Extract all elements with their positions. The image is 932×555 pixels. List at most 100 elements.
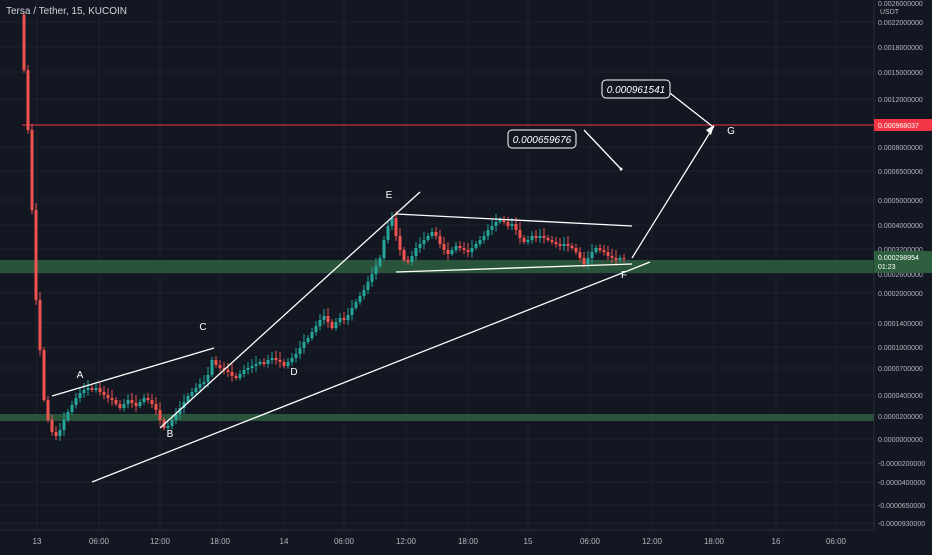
candle-body bbox=[546, 238, 550, 240]
candle-body bbox=[210, 360, 214, 375]
candle-body bbox=[510, 224, 514, 226]
price-tick: 0.0002600000 bbox=[878, 272, 923, 279]
trendline bbox=[51, 347, 215, 397]
candle-body bbox=[158, 410, 162, 420]
candle-body bbox=[486, 230, 490, 236]
candle-body bbox=[38, 300, 42, 350]
time-tick: 14 bbox=[280, 537, 289, 546]
price-tick: 0.0006500000 bbox=[878, 169, 923, 176]
candle-body bbox=[550, 240, 554, 242]
price-unit: USDT bbox=[880, 9, 900, 16]
price-tick: -0.0000400000 bbox=[878, 480, 925, 487]
trendline bbox=[395, 213, 633, 227]
candle-body bbox=[130, 400, 134, 403]
candle-body bbox=[590, 252, 594, 258]
price-tick: 0.0018000000 bbox=[878, 45, 923, 52]
candle-body bbox=[254, 364, 258, 366]
price-tick: 0.0015000000 bbox=[878, 70, 923, 77]
candle-body bbox=[262, 362, 266, 364]
candle-body bbox=[414, 248, 418, 256]
candle-body bbox=[410, 256, 414, 262]
candle-body bbox=[470, 248, 474, 252]
candle-body bbox=[150, 400, 154, 404]
candle-body bbox=[498, 220, 502, 222]
candle-body bbox=[422, 240, 426, 244]
candle-body bbox=[318, 320, 322, 326]
callout-2-box bbox=[507, 129, 577, 149]
candle-body bbox=[226, 370, 230, 372]
candle-body bbox=[406, 260, 410, 262]
candle-body bbox=[362, 290, 366, 296]
candle-body bbox=[474, 244, 478, 248]
price-tick: 0.0002000000 bbox=[878, 291, 923, 298]
candle-body bbox=[70, 405, 74, 412]
candle-body bbox=[258, 362, 262, 364]
candle-body bbox=[522, 238, 526, 242]
candle-body bbox=[562, 244, 566, 246]
candle-body bbox=[442, 244, 446, 250]
candle-body bbox=[22, 15, 26, 70]
price-tick: 0.0004000000 bbox=[878, 223, 923, 230]
candle-body bbox=[178, 408, 182, 414]
candle-body bbox=[386, 226, 390, 240]
candle-body bbox=[586, 258, 590, 264]
candle-body bbox=[294, 354, 298, 358]
candle-body bbox=[426, 236, 430, 240]
candle-body bbox=[610, 256, 614, 258]
candle-body bbox=[222, 368, 226, 370]
candle-body bbox=[122, 404, 126, 408]
candle-body bbox=[614, 258, 618, 260]
candle-body bbox=[530, 236, 534, 240]
candle-body bbox=[542, 236, 546, 238]
candle-body bbox=[82, 390, 86, 393]
callout-1-box bbox=[601, 79, 671, 99]
candle-body bbox=[310, 332, 314, 338]
candle-body bbox=[138, 402, 142, 406]
candle-body bbox=[394, 218, 398, 236]
candle-body bbox=[46, 400, 50, 420]
candle-body bbox=[238, 374, 242, 378]
red-price-tag bbox=[874, 119, 932, 131]
candle-body bbox=[58, 430, 62, 436]
candle-body bbox=[554, 242, 558, 244]
time-tick: 06:00 bbox=[580, 537, 601, 546]
time-tick: 18:00 bbox=[210, 537, 231, 546]
candle-body bbox=[126, 400, 130, 404]
candle-body bbox=[118, 404, 122, 408]
symbol-header: Tersa / Tether, 15, KUCOIN bbox=[6, 6, 127, 17]
candle-body bbox=[110, 398, 114, 400]
candle-body bbox=[398, 236, 402, 250]
candle-body bbox=[354, 302, 358, 308]
candle-body bbox=[334, 322, 338, 328]
trendline bbox=[395, 263, 633, 273]
current-price-tag bbox=[874, 251, 932, 273]
price-tick: 0.0000200000 bbox=[878, 414, 923, 421]
candle-body bbox=[274, 358, 278, 360]
wave-label-c: C bbox=[199, 322, 206, 333]
price-tick: 0.0022000000 bbox=[878, 20, 923, 27]
candle-body bbox=[346, 315, 350, 320]
candle-body bbox=[514, 224, 518, 230]
candle-body bbox=[458, 246, 462, 248]
time-tick: 18:00 bbox=[458, 537, 479, 546]
candle-body bbox=[370, 274, 374, 282]
candle-body bbox=[114, 400, 118, 404]
candle-body bbox=[494, 222, 498, 226]
candle-body bbox=[574, 248, 578, 252]
price-tick: 0.0000000000 bbox=[878, 437, 923, 444]
candle-body bbox=[594, 248, 598, 252]
candle-body bbox=[94, 388, 98, 390]
candle-body bbox=[198, 384, 202, 388]
candle-body bbox=[134, 403, 138, 406]
candle-body bbox=[66, 412, 70, 420]
candle-body bbox=[182, 402, 186, 408]
candle-body bbox=[62, 420, 66, 430]
price-tick: 0.0000400000 bbox=[878, 393, 923, 400]
candle-body bbox=[90, 388, 94, 390]
price-tick: 0.0001400000 bbox=[878, 321, 923, 328]
arrowhead bbox=[706, 125, 714, 135]
time-tick: 15 bbox=[524, 537, 533, 546]
